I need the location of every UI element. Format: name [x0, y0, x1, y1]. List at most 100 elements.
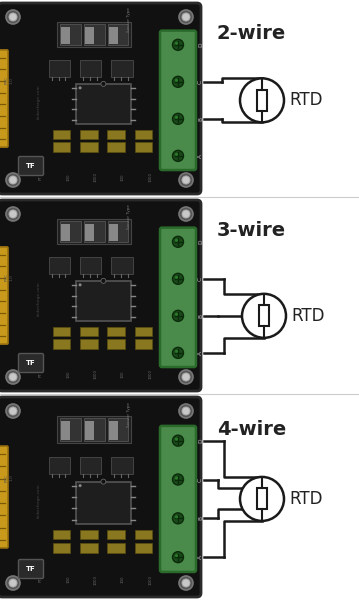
Bar: [111, 457, 132, 474]
Circle shape: [175, 554, 178, 557]
Text: 3-wire: 3-wire: [217, 221, 286, 240]
Circle shape: [101, 479, 106, 484]
Bar: [80, 543, 98, 553]
Circle shape: [182, 373, 190, 381]
Text: Sensor Type: Sensor Type: [127, 402, 131, 427]
Bar: [85, 26, 94, 44]
Bar: [111, 60, 132, 77]
Text: TF: TF: [26, 566, 36, 572]
Circle shape: [175, 42, 178, 45]
Text: 2-wire: 2-wire: [217, 24, 286, 43]
Circle shape: [179, 173, 193, 187]
Circle shape: [9, 579, 17, 587]
Circle shape: [6, 173, 20, 187]
Circle shape: [173, 40, 183, 50]
Circle shape: [173, 236, 183, 247]
Circle shape: [9, 407, 17, 415]
Text: RTD: RTD: [291, 307, 325, 325]
Bar: [80, 530, 98, 539]
Circle shape: [173, 513, 183, 524]
Text: PTC
1.0: PTC 1.0: [5, 76, 13, 84]
Text: PT: PT: [39, 372, 43, 377]
Circle shape: [173, 310, 183, 322]
Bar: [53, 530, 70, 539]
Text: C: C: [198, 80, 203, 84]
Text: 100: 100: [66, 576, 70, 583]
Bar: [53, 326, 70, 336]
Text: C: C: [198, 277, 203, 281]
Bar: [60, 418, 81, 441]
Bar: [60, 23, 81, 45]
Text: A: A: [198, 351, 203, 355]
Bar: [57, 22, 131, 47]
Circle shape: [182, 13, 190, 21]
Bar: [108, 23, 129, 45]
Text: D: D: [198, 43, 203, 47]
Text: B: B: [198, 314, 203, 318]
Circle shape: [240, 477, 284, 521]
FancyBboxPatch shape: [19, 353, 43, 373]
FancyBboxPatch shape: [0, 446, 8, 548]
Circle shape: [240, 79, 284, 122]
Text: 4-wire: 4-wire: [217, 419, 286, 439]
Text: 100: 100: [66, 173, 70, 181]
Bar: [257, 488, 267, 509]
Bar: [109, 26, 118, 44]
Text: 1000: 1000: [94, 369, 98, 379]
Circle shape: [175, 313, 178, 316]
FancyBboxPatch shape: [0, 200, 201, 391]
Circle shape: [9, 176, 17, 184]
Bar: [107, 130, 125, 139]
Text: D: D: [198, 239, 203, 244]
Bar: [84, 221, 105, 242]
Circle shape: [179, 404, 193, 418]
Circle shape: [175, 79, 178, 82]
Bar: [135, 142, 152, 152]
FancyBboxPatch shape: [0, 397, 201, 597]
Circle shape: [182, 210, 190, 218]
Circle shape: [175, 116, 178, 119]
FancyBboxPatch shape: [19, 559, 43, 578]
Text: 1000: 1000: [148, 575, 152, 584]
Bar: [61, 421, 70, 440]
Bar: [80, 326, 98, 336]
Bar: [53, 543, 70, 553]
Circle shape: [179, 370, 193, 384]
Circle shape: [175, 276, 178, 279]
Text: PTC
1.0: PTC 1.0: [5, 474, 13, 482]
Text: tinkerforge.com: tinkerforge.com: [37, 282, 41, 316]
Circle shape: [6, 576, 20, 590]
Bar: [53, 340, 70, 349]
Bar: [49, 457, 70, 474]
Text: tinkerforge.com: tinkerforge.com: [37, 85, 41, 119]
Text: PTC
1.0: PTC 1.0: [5, 273, 13, 281]
Bar: [80, 257, 102, 274]
Bar: [108, 221, 129, 242]
Circle shape: [179, 10, 193, 24]
Text: PT: PT: [39, 577, 43, 582]
Bar: [111, 257, 132, 274]
FancyBboxPatch shape: [0, 3, 201, 194]
Text: tinkerforge.com: tinkerforge.com: [37, 484, 41, 518]
Circle shape: [182, 176, 190, 184]
Circle shape: [173, 347, 183, 358]
Circle shape: [173, 474, 183, 485]
Bar: [60, 221, 81, 242]
Circle shape: [101, 82, 106, 86]
Bar: [107, 340, 125, 349]
Bar: [108, 418, 129, 441]
Circle shape: [6, 370, 20, 384]
Circle shape: [101, 278, 106, 283]
Circle shape: [175, 515, 178, 518]
Circle shape: [173, 551, 183, 563]
Circle shape: [173, 151, 183, 161]
Bar: [135, 340, 152, 349]
Text: 100: 100: [121, 576, 125, 583]
FancyBboxPatch shape: [0, 247, 8, 344]
Circle shape: [6, 404, 20, 418]
Circle shape: [9, 373, 17, 381]
Circle shape: [175, 437, 178, 440]
Bar: [85, 224, 94, 241]
FancyBboxPatch shape: [0, 50, 8, 147]
Text: B: B: [198, 517, 203, 520]
